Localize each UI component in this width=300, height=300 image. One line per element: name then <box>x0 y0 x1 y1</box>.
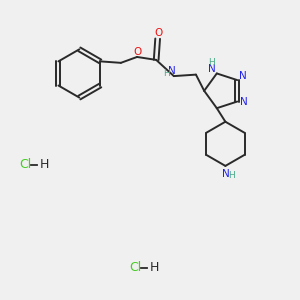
Text: H: H <box>150 261 159 274</box>
Text: H: H <box>40 158 49 171</box>
Text: Cl: Cl <box>129 261 142 274</box>
Text: Cl: Cl <box>19 158 31 171</box>
Text: N: N <box>238 71 246 81</box>
Text: N: N <box>240 97 248 106</box>
Text: N: N <box>168 66 176 76</box>
Text: H: H <box>228 171 235 180</box>
Text: O: O <box>154 28 163 38</box>
Text: H: H <box>208 58 215 67</box>
Text: N: N <box>221 169 229 178</box>
Text: O: O <box>133 47 141 57</box>
Text: H: H <box>163 69 170 78</box>
Text: N: N <box>208 64 215 74</box>
